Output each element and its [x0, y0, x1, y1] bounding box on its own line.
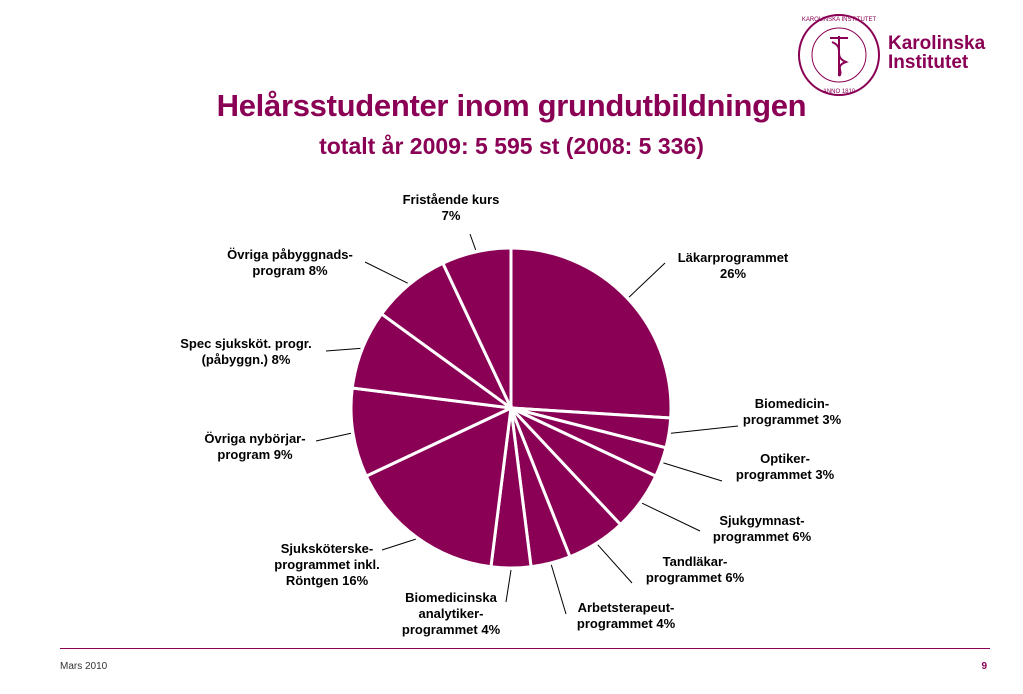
footer-divider	[60, 648, 990, 649]
slice-label-line: Röntgen 16%	[286, 573, 369, 588]
slice-label-line: (påbyggn.) 8%	[202, 352, 291, 367]
pie-leader-lines	[315, 233, 739, 615]
slice-label-line: programmet 3%	[736, 467, 835, 482]
slice-label: Läkarprogrammet 26%	[678, 250, 789, 281]
slice-label: Övriga nybörjar-program 9%	[204, 431, 305, 462]
svg-text:KAROLINSKA INSTITUTET: KAROLINSKA INSTITUTET	[802, 17, 877, 23]
leader-line	[663, 462, 723, 482]
leader-line	[670, 425, 739, 434]
slice-label-line: program 8%	[252, 263, 328, 278]
slice-label: Optiker-programmet 3%	[736, 451, 835, 482]
slice-label: Tandläkar-programmet 6%	[646, 554, 745, 585]
pie-slice	[509, 246, 673, 420]
page-number: 9	[981, 661, 987, 672]
slice-label-line: 7%	[442, 208, 461, 223]
page-title: Helårsstudenter inom grundutbildningen	[216, 88, 807, 123]
slice-label-line: programmet 4%	[402, 622, 501, 637]
slice-label: Fristående kurs 7%	[403, 192, 500, 223]
slice-label: Sjuksköterske-programmet inkl. Röntgen 16…	[274, 541, 379, 588]
slice-label-line: Arbetsterapeut-	[578, 600, 675, 615]
slice-label: Spec sjuksköt. progr. (påbyggn.) 8%	[180, 336, 312, 367]
slice-label-line: programmet 4%	[577, 616, 676, 631]
slice-label: Övriga påbyggnads-program 8%	[227, 247, 353, 278]
leader-line	[550, 564, 567, 615]
slice-label-line: Biomedicinska	[405, 590, 498, 605]
logo-line-1: Karolinska	[888, 33, 986, 54]
slice-label-line: Optiker-	[760, 451, 810, 466]
slice-label-line: Biomedicin-	[755, 396, 829, 411]
footer-date: Mars 2010	[60, 661, 108, 672]
svg-text:ANNO 1810: ANNO 1810	[823, 89, 856, 95]
slice-label-line: programmet 6%	[646, 570, 745, 585]
leader-line	[597, 544, 633, 584]
slice-label-line: Sjuksköterske-	[281, 541, 374, 556]
leader-line	[381, 538, 416, 551]
leader-line	[505, 569, 512, 603]
slice-label-line: programmet inkl.	[274, 557, 379, 572]
slice-label: Biomedicinska analytiker-programmet 4%	[402, 590, 501, 637]
slice-label: Arbetsterapeut-programmet 4%	[577, 600, 676, 631]
pie-slices	[349, 246, 673, 570]
leader-line	[628, 262, 666, 298]
slice-label-line: programmet 3%	[743, 412, 842, 427]
slice-label: Biomedicin-programmet 3%	[743, 396, 842, 427]
slice-label-line: Läkarprogrammet	[678, 250, 789, 265]
pie-slice	[349, 386, 517, 479]
pie-slice	[440, 246, 513, 409]
slice-label-line: program 9%	[217, 447, 293, 462]
karolinska-seal-icon: KAROLINSKA INSTITUTET ANNO 1810	[798, 14, 880, 96]
pie-labels: Läkarprogrammet 26% Biomedicin-programmet …	[180, 192, 841, 637]
leader-line	[364, 261, 408, 284]
logo-wordmark: Karolinska Institutet	[888, 34, 985, 72]
slice-label-line: Övriga påbyggnads-	[227, 247, 353, 262]
leader-line	[325, 347, 361, 352]
slice-label: Sjukgymnast-programmet 6%	[713, 513, 812, 544]
leader-line	[469, 233, 477, 251]
slice-label-line: Sjukgymnast-	[719, 513, 804, 528]
slice-label-line: analytiker-	[418, 606, 483, 621]
page-subtitle: totalt år 2009: 5 595 st (2008: 5 336)	[319, 133, 704, 159]
pie-slice	[364, 405, 513, 569]
slice-label-line: 26%	[720, 266, 746, 281]
slice-label-line: Tandläkar-	[663, 554, 728, 569]
leader-line	[641, 502, 701, 532]
slice-label-line: Fristående kurs	[403, 192, 500, 207]
slice-label-line: Övriga nybörjar-	[204, 431, 305, 446]
slice-label-line: programmet 6%	[713, 529, 812, 544]
slice-label-line: Spec sjuksköt. progr.	[180, 336, 312, 351]
leader-line	[315, 432, 352, 442]
logo-line-2: Institutet	[888, 52, 969, 73]
